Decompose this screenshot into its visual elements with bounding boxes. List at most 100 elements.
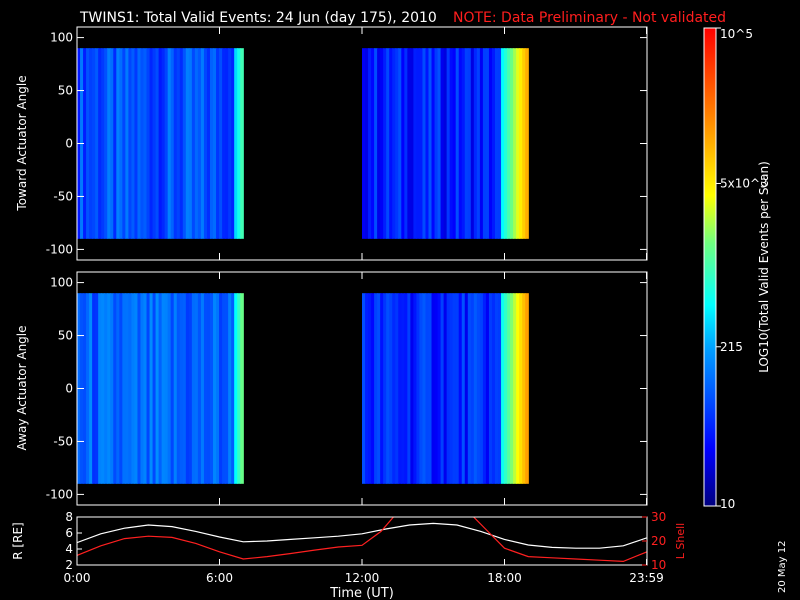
heatmap-cell-0-1-10 (392, 48, 396, 239)
heatmap-cell-1-1-30 (452, 293, 457, 484)
heatmap-cell-0-0-10 (107, 48, 111, 239)
heatmap-cell-0-0-47 (219, 48, 223, 239)
heatmap-cell-1-0-43 (206, 293, 211, 484)
heatmap-cell-1-0-36 (185, 293, 190, 484)
heatmap-cell-0-1-45 (498, 48, 502, 239)
heatmap-cell-1-0-21 (140, 293, 145, 484)
orbit-panel: 8 6 4 2 30 20 10 0:00 6:00 12:00 18:00 23:59 R [RE]… (11, 510, 687, 600)
ytick-label-1-4: -100 (46, 487, 73, 501)
heatmap-cell-0-0-13 (116, 48, 120, 239)
orbit-left-tick-label-3: 2 (65, 558, 73, 572)
heatmap-cell-0-0-42 (203, 48, 208, 239)
heatmap-cell-0-0-8 (101, 48, 105, 239)
heatmap-cell-0-1-31 (455, 48, 460, 239)
heatmap-cell-1-0-26 (155, 293, 160, 484)
heatmap-cell-1-1-54 (525, 293, 529, 484)
colorbar-ticks: 10 215 5x10^3 10^5 (716, 27, 768, 511)
heatmap-cell-0-0-12 (113, 48, 117, 239)
heatmap-cell-1-1-51 (516, 293, 520, 484)
heatmap-cell-1-0-30 (167, 293, 172, 484)
heatmap-cell-0-0-34 (179, 48, 184, 239)
heatmap-cell-1-0-13 (116, 293, 120, 484)
heatmap-cell-0-0-22 (143, 48, 148, 239)
heatmap-cell-0-0-50 (228, 48, 232, 239)
heatmap-cell-0-0-27 (158, 48, 163, 239)
heatmap-cell-1-1-6 (380, 293, 384, 484)
heatmap-cell-1-0-24 (149, 293, 154, 484)
heatmap-cell-1-0-48 (222, 293, 226, 484)
heatmap-cell-1-0-8 (101, 293, 105, 484)
heatmap-cell-1-0-6 (95, 293, 99, 484)
toward-ylabel: Toward Actuator Angle (15, 75, 29, 211)
heatmap-cell-0-0-45 (213, 48, 217, 239)
heatmap-cell-0-1-21 (425, 48, 430, 239)
heatmap-cell-0-1-54 (525, 48, 529, 239)
heatmap-cell-1-0-27 (158, 293, 163, 484)
heatmap-cell-0-1-3 (371, 48, 375, 239)
heatmap-cell-1-1-21 (425, 293, 430, 484)
heatmap-cell-1-0-10 (107, 293, 111, 484)
orbit-left-tick-label-2: 4 (65, 542, 73, 556)
heatmap-cell-1-0-5 (92, 293, 96, 484)
heatmap-cell-0-0-49 (225, 48, 229, 239)
heatmap-cell-1-0-47 (219, 293, 223, 484)
heatmap-cell-0-1-25 (437, 48, 442, 239)
heatmap-cell-0-0-17 (128, 48, 133, 239)
heatmap-cell-0-1-51 (516, 48, 520, 239)
heatmap-cell-1-0-2 (83, 293, 87, 484)
away-heatmap (77, 293, 647, 484)
heatmap-cell-1-0-12 (113, 293, 117, 484)
time-axis-label: Time (UT) (329, 586, 394, 600)
heatmap-cell-0-1-18 (416, 48, 421, 239)
heatmap-cell-1-1-44 (495, 293, 499, 484)
heatmap-cell-0-0-2 (83, 48, 87, 239)
orbit-series-l-shell (77, 517, 647, 563)
heatmap-cell-1-1-12 (398, 293, 402, 484)
colorbar: 10 215 5x10^3 10^5 LOG10(Total Valid Events… (703, 27, 771, 511)
heatmap-cell-1-1-15 (407, 293, 411, 484)
heatmap-cell-1-1-4 (374, 293, 378, 484)
heatmap-cell-1-1-53 (522, 293, 526, 484)
heatmap-cell-1-1-29 (449, 293, 454, 484)
heatmap-cell-1-1-35 (467, 293, 472, 484)
heatmap-cell-0-1-12 (398, 48, 402, 239)
heatmap-cell-0-0-6 (95, 48, 99, 239)
date-stamp: 20 May 12 (777, 541, 788, 593)
heatmap-cell-0-1-7 (383, 48, 387, 239)
heatmap-cell-1-0-14 (119, 293, 123, 484)
heatmap-cell-0-1-32 (458, 48, 463, 239)
heatmap-cell-0-1-17 (413, 48, 418, 239)
heatmap-cell-1-0-19 (134, 293, 139, 484)
heatmap-cell-0-0-25 (152, 48, 157, 239)
ytick-label-0-3: -50 (53, 189, 73, 203)
heatmap-cell-0-0-14 (119, 48, 123, 239)
colorbar-tick-label-3: 10^5 (720, 27, 753, 41)
heatmap-cell-1-0-16 (125, 293, 129, 484)
heatmap-cell-1-0-31 (170, 293, 175, 484)
colorbar-label: LOG10(Total Valid Events per Scan) (757, 161, 771, 373)
heatmap-cell-0-1-33 (461, 48, 466, 239)
heatmap-cell-0-0-11 (110, 48, 114, 239)
heatmap-cell-0-0-38 (191, 48, 196, 239)
heatmap-cell-0-0-18 (131, 48, 136, 239)
heatmap-cell-1-1-46 (501, 293, 505, 484)
heatmap-cell-0-1-24 (434, 48, 439, 239)
orbit-lines (77, 517, 647, 563)
heatmap-cell-0-0-15 (122, 48, 126, 239)
heatmap-cell-1-1-23 (431, 293, 436, 484)
heatmap-cell-1-0-7 (98, 293, 102, 484)
heatmap-cell-0-1-2 (368, 48, 372, 239)
orbit-left-tick-label-1: 6 (65, 526, 73, 540)
heatmap-cell-0-1-44 (495, 48, 499, 239)
time-tick-label-3: 18:00 (487, 571, 522, 585)
ytick-label-1-1: 50 (58, 329, 73, 343)
heatmap-cell-1-1-36 (470, 293, 475, 484)
heatmap-cell-0-1-39 (479, 48, 484, 239)
heatmap-cell-1-0-35 (182, 293, 187, 484)
ytick-label-1-0: 100 (50, 276, 73, 290)
heatmap-cell-1-0-49 (225, 293, 229, 484)
heatmap-cell-1-0-37 (188, 293, 193, 484)
heatmap-cell-0-1-50 (513, 48, 517, 239)
heatmap-cell-0-0-46 (216, 48, 220, 239)
heatmap-cell-1-0-32 (173, 293, 178, 484)
